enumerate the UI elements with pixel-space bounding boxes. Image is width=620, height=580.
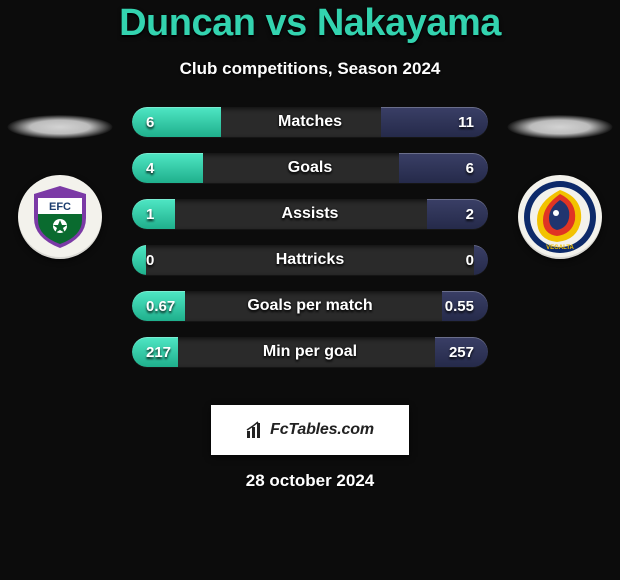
stat-bar-left-fill xyxy=(132,291,185,321)
stat-bar-right-fill xyxy=(427,199,488,229)
right-club-badge: VEGALTA xyxy=(518,175,602,259)
stat-label: Hattricks xyxy=(132,245,488,275)
page-title: Duncan vs Nakayama xyxy=(119,2,501,45)
left-club-crest-icon: EFC xyxy=(30,184,90,250)
svg-text:VEGALTA: VEGALTA xyxy=(546,245,574,251)
stat-label: Goals per match xyxy=(132,291,488,321)
title-right-name: Nakayama xyxy=(317,2,501,44)
subtitle: Club competitions, Season 2024 xyxy=(0,59,620,79)
stat-row: 0 0Hattricks xyxy=(132,245,488,275)
right-player-silhouette xyxy=(508,115,613,139)
title-left-name: Duncan xyxy=(119,2,255,44)
left-player-silhouette xyxy=(8,115,113,139)
left-player-column: EFC xyxy=(0,107,120,387)
stat-bar-right-fill xyxy=(399,153,488,183)
stat-row: 46Goals xyxy=(132,153,488,183)
stat-row: 12Assists xyxy=(132,199,488,229)
stat-bar-left-fill xyxy=(132,153,203,183)
left-club-badge: EFC xyxy=(18,175,102,259)
bar-chart-icon xyxy=(246,421,264,439)
right-player-column: VEGALTA xyxy=(500,107,620,387)
stat-bar-left-fill xyxy=(132,199,175,229)
stat-bar-right-fill xyxy=(474,245,488,275)
stat-bar-left-fill xyxy=(132,245,146,275)
stat-bar-right-fill xyxy=(442,291,488,321)
svg-text:EFC: EFC xyxy=(49,201,71,213)
comparison-stage: EFC VEGALTA xyxy=(0,107,620,387)
stat-bar-left-fill xyxy=(132,337,178,367)
stat-value-left: 0 xyxy=(146,245,154,275)
title-block: Duncan vs Nakayama xyxy=(0,0,620,45)
stat-value-right: 0 xyxy=(466,245,474,275)
date-line: 28 october 2024 xyxy=(0,471,620,491)
stat-row: 217257Min per goal xyxy=(132,337,488,367)
stat-bar-left-fill xyxy=(132,107,221,137)
source-brand-text: FcTables.com xyxy=(270,421,374,439)
title-vs: vs xyxy=(266,2,307,44)
right-club-crest-icon: VEGALTA xyxy=(523,180,597,254)
source-badge: FcTables.com xyxy=(211,405,409,455)
stat-bar-right-fill xyxy=(381,107,488,137)
stat-bars-container: 611Matches 46Goals 12Assists 0 0Hattricks 0.6… xyxy=(132,107,488,383)
stat-row: 611Matches xyxy=(132,107,488,137)
stat-bar-right-fill xyxy=(435,337,488,367)
stat-row: 0.670.55Goals per match xyxy=(132,291,488,321)
